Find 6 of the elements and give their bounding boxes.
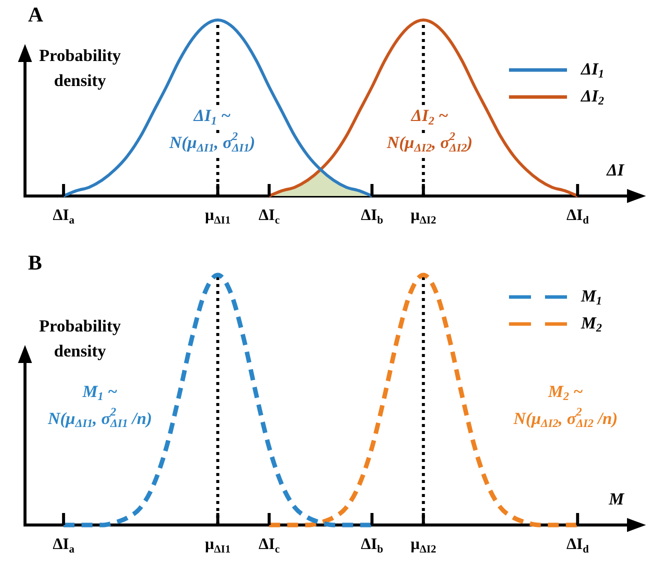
y-axis-title: Probability density [39,316,122,361]
x-axis-title: M [608,489,625,508]
x-axis-title: ΔI [606,160,626,180]
y-axis-title: Probability density [39,46,122,90]
chart-title: A [28,2,44,26]
chart-title: B [28,250,42,274]
